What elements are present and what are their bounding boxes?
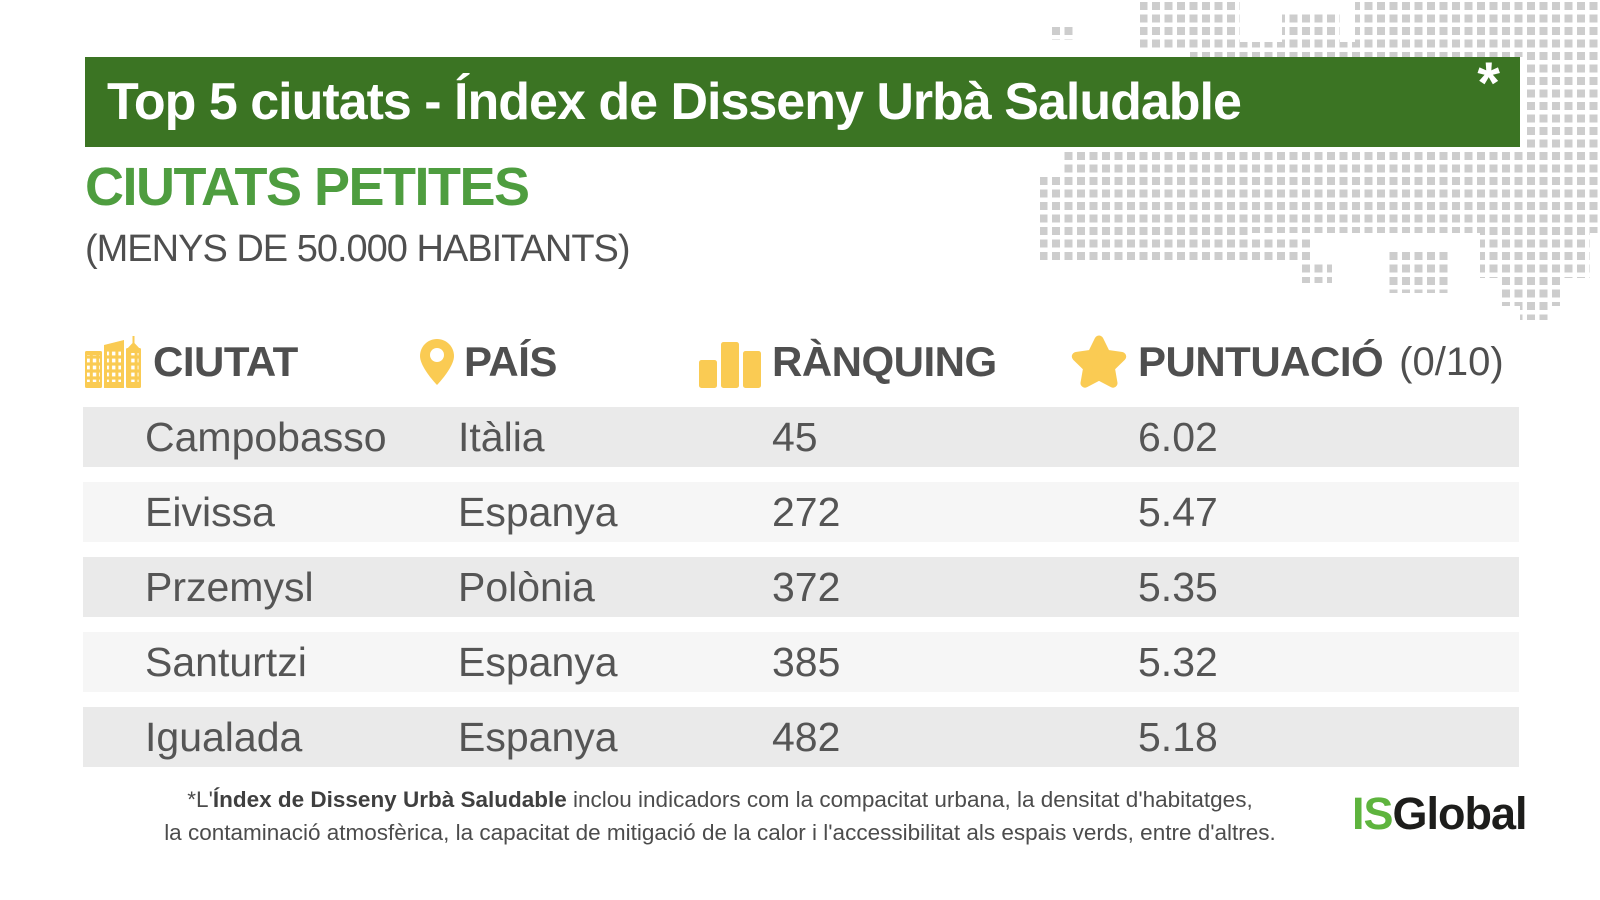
score-cell: 5.35 <box>1138 563 1218 610</box>
page-title: Top 5 ciutats - Índex de Disseny Urbà Sa… <box>107 73 1242 131</box>
logo-is-text: IS <box>1352 788 1394 839</box>
country-cell: Itàlia <box>458 413 545 460</box>
section-subheading: (MENYS DE 50.000 HABITANTS) <box>85 228 631 270</box>
city-cell: Santurtzi <box>145 638 307 685</box>
section-heading: CIUTATS PETITES <box>85 157 530 217</box>
footnote-line-2: la contaminació atmosfèrica, la capacita… <box>164 820 1276 845</box>
isglobal-logo: ISGlobal <box>1352 788 1528 840</box>
city-cell: Eivissa <box>145 488 275 535</box>
score-cell: 5.47 <box>1138 488 1218 535</box>
title-banner: Top 5 ciutats - Índex de Disseny Urbà Sa… <box>85 51 1520 147</box>
world-dot-map-decoration <box>1040 0 1600 320</box>
score-cell: 5.18 <box>1138 713 1218 760</box>
table-row: Santurtzi Espanya 385 5.32 <box>83 632 1519 692</box>
ranking-cell: 272 <box>772 488 841 535</box>
country-cell: Espanya <box>458 638 618 685</box>
table-row: Przemysl Polònia 372 5.35 <box>83 557 1519 617</box>
table-row: Campobasso Itàlia 45 6.02 <box>83 407 1519 467</box>
city-cell: Campobasso <box>145 413 387 460</box>
ranking-cell: 385 <box>772 638 841 685</box>
bar-chart-icon <box>699 342 761 388</box>
column-label-ciutat: CIUTAT <box>153 338 298 385</box>
city-cell: Przemysl <box>145 563 314 610</box>
column-header-pais: PAÍS <box>420 333 557 391</box>
star-icon <box>1071 335 1127 388</box>
country-cell: Polònia <box>458 563 595 610</box>
map-pin-icon <box>420 339 454 385</box>
footnote: *L'Índex de Disseny Urbà Saludable inclo… <box>60 783 1380 849</box>
table-row: Igualada Espanya 482 5.18 <box>83 707 1519 767</box>
city-buildings-icon <box>85 336 141 388</box>
country-cell: Espanya <box>458 488 618 535</box>
column-label-ranquing: RÀNQUING <box>772 338 997 385</box>
table-row: Eivissa Espanya 272 5.47 <box>83 482 1519 542</box>
country-cell: Espanya <box>458 713 618 760</box>
logo-global-text: Global <box>1392 788 1528 839</box>
column-header-puntuacio: PUNTUACIÓ (0/10) <box>1070 333 1504 391</box>
ranking-cell: 372 <box>772 563 841 610</box>
score-cell: 5.32 <box>1138 638 1218 685</box>
column-header-ciutat: CIUTAT <box>85 333 298 391</box>
score-cell: 6.02 <box>1138 413 1218 460</box>
ranking-cell: 45 <box>772 413 818 460</box>
footnote-asterisk-marker: * <box>1477 51 1500 116</box>
column-label-pais: PAÍS <box>464 338 557 385</box>
ranking-cell: 482 <box>772 713 841 760</box>
table-header: CIUTAT PAÍS RÀNQUING PUNTUACIÓ (0/10) <box>0 333 1600 391</box>
column-label-puntuacio-scale: (0/10) <box>1399 339 1504 384</box>
footnote-line-1: *L'Índex de Disseny Urbà Saludable inclo… <box>187 787 1253 812</box>
city-cell: Igualada <box>145 713 303 760</box>
column-header-ranquing: RÀNQUING <box>698 333 997 391</box>
column-label-puntuacio: PUNTUACIÓ <box>1138 338 1384 385</box>
